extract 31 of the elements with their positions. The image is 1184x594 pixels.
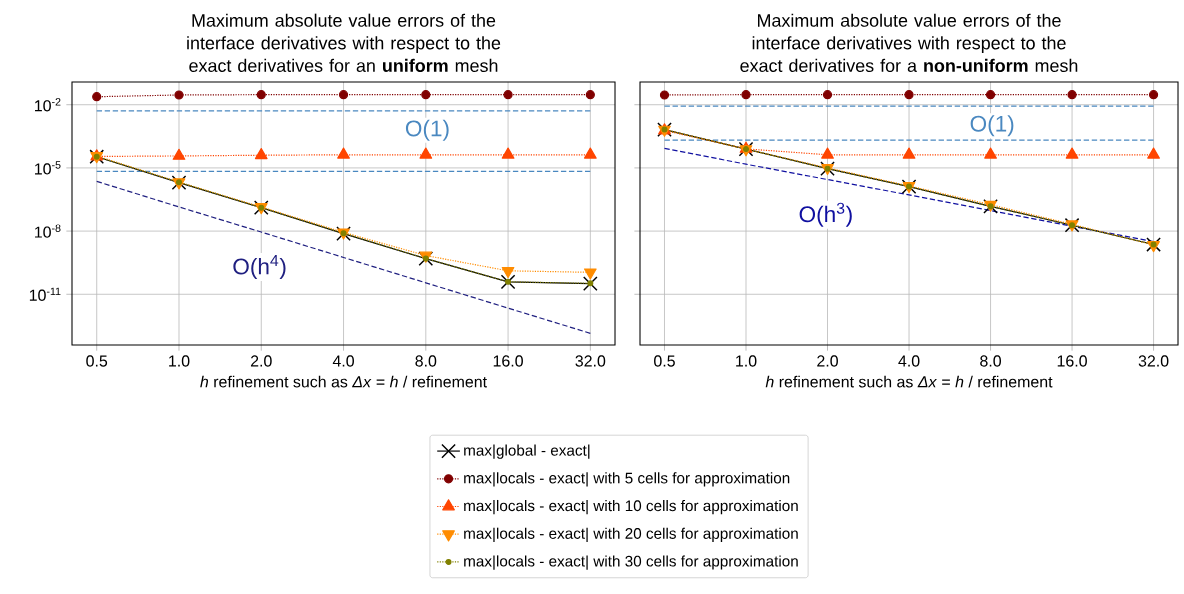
y-tick-label: 10$^{-11}$ — [29, 287, 61, 301]
x-tick-label: 0.5 — [654, 355, 675, 367]
y-tick-label: 10$^{-2}$ — [35, 98, 61, 112]
x-axis-title: h refinement such as Δx = h / refinement — [765, 375, 1053, 388]
chart-title: Maximum absolute value errors of the interface derivatives with respect to the exact derivatives for an uniform mesh — [187, 13, 501, 72]
y-tick-label: 10$^{-5}$ — [35, 161, 61, 175]
series-label: O(h$^{3}$) — [799, 202, 852, 227]
x-tick-label: 0.5 — [86, 355, 108, 367]
x-tick-label: 4.0 — [332, 355, 354, 367]
legend-label: max|locals - exact| with 20 cells for approximation — [464, 527, 798, 542]
x-tick-label: 2.0 — [817, 355, 838, 367]
legend-label: max|locals - exact| with 30 cells for approximation — [464, 555, 798, 570]
x-axis-title: h refinement such as Δx = h / refinement — [200, 375, 487, 388]
x-tick-label: 8.0 — [980, 355, 1002, 367]
x-tick-label: 2.0 — [250, 355, 272, 367]
x-tick-label: 16.0 — [1057, 355, 1087, 367]
legend-label: max|locals - exact| with 10 cells for approximation — [464, 499, 798, 515]
legend-label: max|locals - exact| with 5 cells for approximation — [464, 472, 790, 487]
series-label: O(1) — [405, 119, 449, 141]
x-tick-label: 16.0 — [493, 355, 523, 367]
legend-label: max|global - exact| — [464, 444, 590, 459]
y-tick-label: 10$^{-8}$ — [35, 224, 61, 238]
x-tick-label: 4.0 — [898, 355, 920, 367]
x-tick-label: 32.0 — [1138, 355, 1169, 367]
x-tick-label: 32.0 — [575, 355, 606, 367]
x-tick-label: 1.0 — [169, 355, 190, 367]
series-label: O(1) — [970, 115, 1014, 137]
x-tick-label: 1.0 — [736, 355, 757, 367]
x-tick-label: 8.0 — [415, 355, 437, 367]
series-label: O(h$^{4}$) — [233, 255, 286, 279]
chart-title: Maximum absolute value errors of the interface derivatives with respect to the exact derivatives for a non-uniform mesh — [740, 13, 1078, 72]
